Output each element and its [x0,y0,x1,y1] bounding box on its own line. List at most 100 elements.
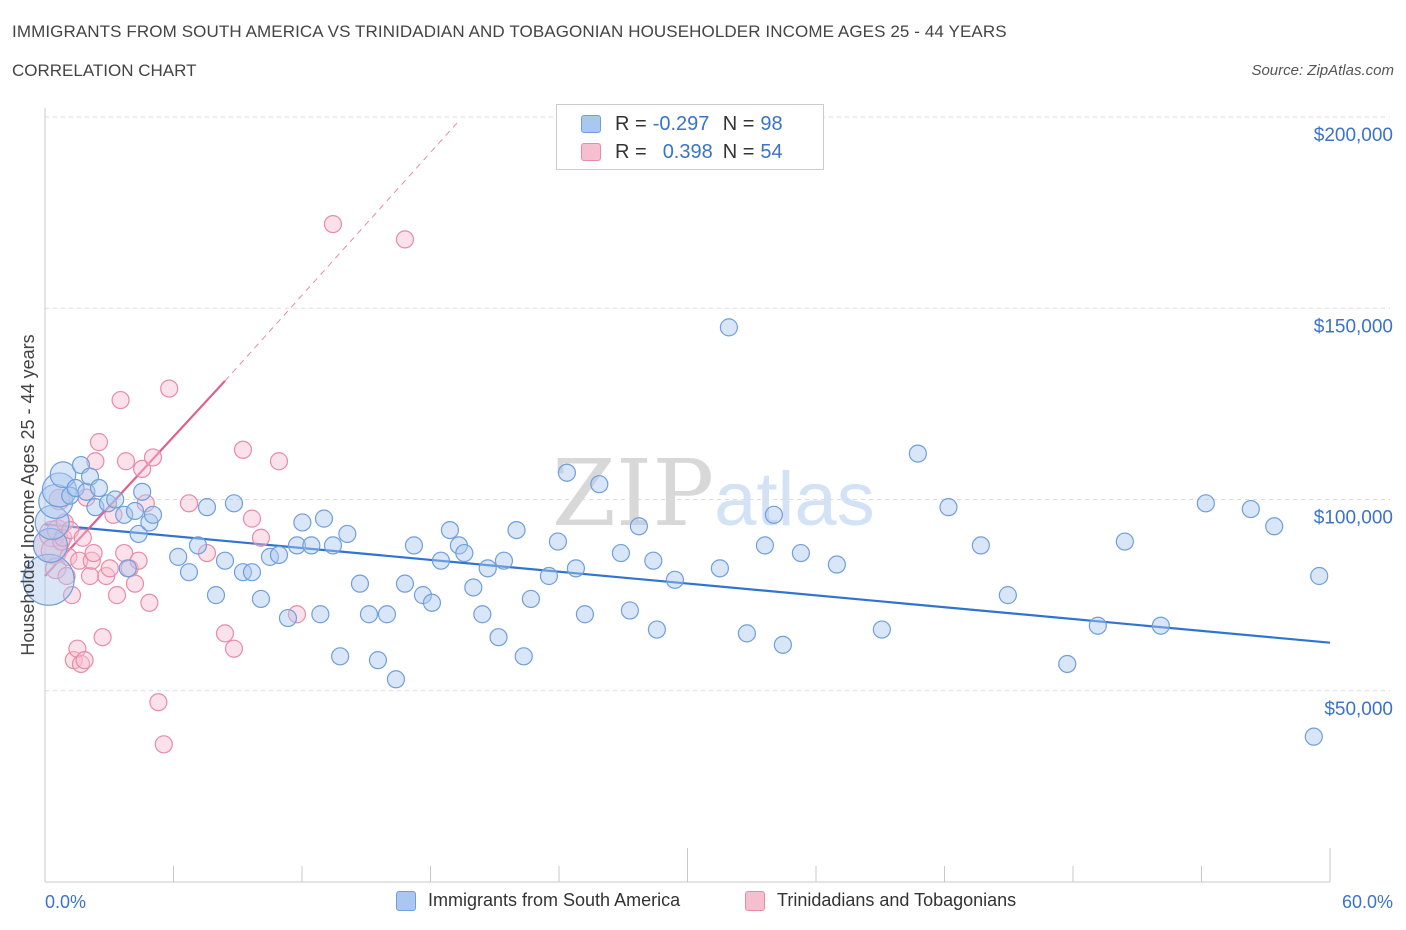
data-point-trinidadians [179,494,199,513]
data-point-trinidadians [143,448,163,467]
data-point-south-america [473,605,492,624]
data-point-south-america [764,505,783,524]
series-trinidadians-points [32,215,415,754]
zipatlas-watermark: ZIPatlas [552,440,875,547]
data-point-trinidadians [111,390,130,410]
legend-r-label: R = [615,140,647,163]
data-point-trinidadians [82,551,101,570]
data-point-trinidadians [68,639,87,658]
grid-lines [45,116,1390,692]
data-point-south-america [710,559,729,578]
data-point-south-america [323,536,343,555]
axes [44,108,1331,883]
tick-labels: $50,000 $100,000 $150,000 $200,000 0.0% 60.0% [45,125,1393,912]
data-point-south-america [179,563,199,582]
trend-line-south-america [44,523,1331,644]
data-point-south-america [331,647,350,666]
legend-r-label: R = [615,112,647,135]
data-point-trinidadians [125,574,145,593]
data-point-south-america [32,527,68,564]
data-point-south-america [386,670,406,689]
data-point-south-america [133,482,152,501]
data-point-south-america [269,545,289,565]
data-point-south-america [971,536,990,555]
data-point-south-america [287,536,307,555]
data-point-south-america [557,463,577,482]
data-point-south-america [293,513,312,532]
data-point-south-america [791,543,810,563]
data-point-trinidadians [44,557,67,580]
data-point-trinidadians [233,440,253,459]
data-point-south-america [338,524,357,544]
data-point-south-america [350,574,370,593]
data-point-south-america [539,566,559,586]
data-point-trinidadians [395,230,415,249]
data-point-trinidadians [242,509,262,528]
data-point-south-america [514,647,533,666]
data-point-south-america [620,601,640,620]
data-point-trinidadians [48,488,71,511]
bottom-legend-south-america: Immigrants from South America [396,890,680,911]
data-point-trinidadians [251,528,271,547]
data-point-south-america [548,532,568,551]
legend-row-south-america: R = -0.297 N = 98 [581,112,783,136]
data-point-trinidadians [215,624,235,643]
bottom-legend-label-pink: Trinidadians and Tobagonians [777,890,1017,910]
data-point-south-america [575,605,595,624]
data-point-south-america [1151,616,1170,635]
data-point-south-america [489,628,508,647]
data-point-trinidadians [80,566,100,586]
data-point-south-america [395,574,415,593]
data-point-south-america [215,551,235,570]
data-point-south-america [169,547,188,566]
legend-n-value-pink: 54 [760,140,783,163]
y-tick-label: $150,000 [1314,316,1393,337]
legend-swatch-blue [581,115,601,133]
bottom-legend-swatch-blue [396,890,416,911]
data-point-south-america [939,498,958,517]
data-point-south-america [118,559,137,578]
data-point-trinidadians [140,593,159,612]
data-point-trinidadians [160,379,179,398]
data-point-trinidadians [287,605,307,624]
y-tick-label: $200,000 [1314,125,1393,146]
data-point-south-america [359,605,379,624]
bottom-legend-trinidadians: Trinidadians and Tobagonians [745,890,1016,911]
data-point-south-america [314,509,334,528]
data-point-south-america [507,520,526,540]
data-point-trinidadians [100,559,119,578]
data-point-trinidadians [84,543,103,563]
data-point-south-america [49,461,77,488]
trend-line-trinidadians [44,380,226,577]
legend-n-value-blue: 98 [760,112,783,135]
data-point-south-america [1115,532,1134,551]
watermark-zip: ZIP [552,440,715,547]
data-point-south-america [242,563,262,582]
data-point-south-america [377,605,397,624]
data-point-south-america [478,559,497,578]
data-point-south-america [464,578,483,597]
data-point-south-america [38,483,74,520]
data-point-trinidadians [57,566,76,586]
data-point-south-america [404,536,424,555]
data-point-south-america [224,494,244,513]
data-point-south-america [1088,616,1107,635]
data-point-south-america [908,444,927,463]
data-point-south-america [188,536,208,555]
data-point-trinidadians [73,528,92,547]
data-point-south-america [422,593,442,612]
correlation-legend: R = -0.297 N = 98 R = 0.398 N = 54 [556,104,824,170]
data-point-trinidadians [154,735,173,754]
data-point-south-america [872,620,891,639]
chart-subtitle: CORRELATION CHART [12,61,197,80]
data-point-south-america [125,501,145,521]
data-point-south-america [278,608,298,628]
data-point-trinidadians [75,651,94,670]
data-point-south-america [1304,727,1323,746]
bottom-legend-swatch-pink [745,890,765,911]
data-point-south-america [115,505,134,524]
trend-line-trinidadians-extension [224,120,460,382]
source-label: Source: ZipAtlas.com [1251,62,1394,79]
legend-r-value-pink: 0.398 [662,140,713,163]
